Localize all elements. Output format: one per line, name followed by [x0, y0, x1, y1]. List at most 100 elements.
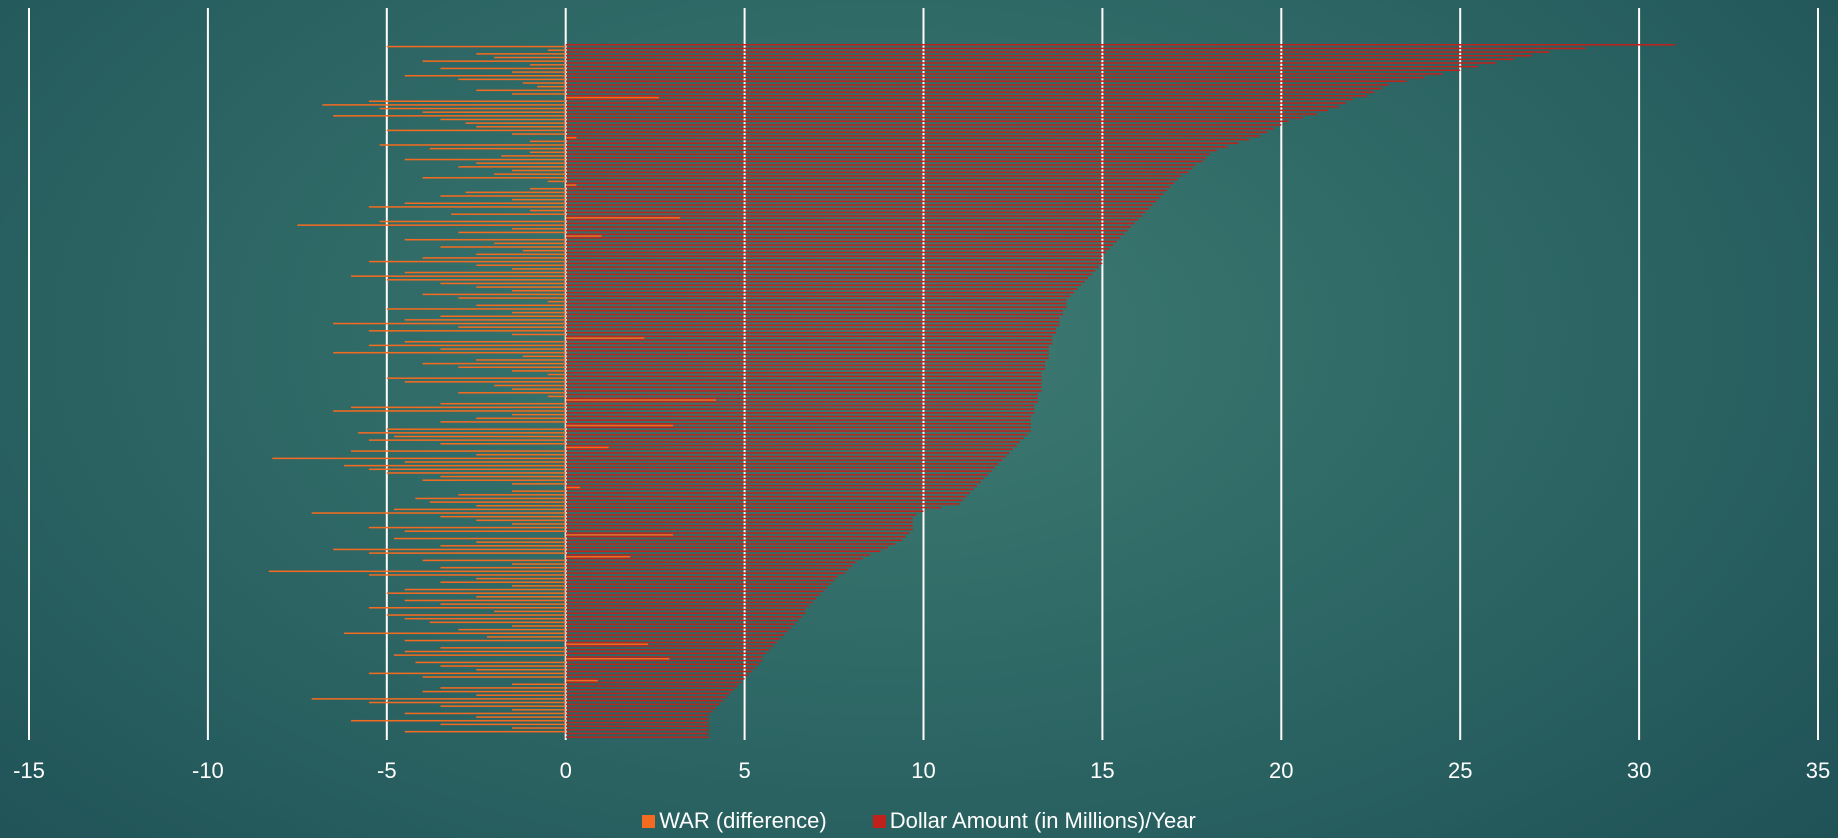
- bar-dollar-113: [565, 455, 1006, 458]
- bar-dollar-122: [565, 488, 974, 491]
- bar-war-4: [422, 60, 566, 62]
- bar-dollar-188: [565, 729, 709, 731]
- bar-dollar-29: [565, 149, 1217, 152]
- bar-war-134: [565, 534, 674, 536]
- bar-war-151: [476, 596, 566, 598]
- bar-dollar-23: [565, 127, 1275, 130]
- bar-dollar-42: [565, 197, 1160, 199]
- bar-war-61: [512, 268, 566, 270]
- bar-dollar-114: [565, 459, 1003, 461]
- bar-dollar-156: [565, 612, 806, 614]
- bar-war-10: [522, 82, 566, 84]
- bar-war-64: [386, 279, 566, 281]
- bar-war-125: [429, 501, 566, 503]
- bar-war-88: [458, 366, 566, 369]
- bar-dollar-179: [565, 696, 727, 698]
- bar-war-188: [404, 730, 566, 733]
- bar-dollar-165: [565, 645, 774, 647]
- bar-dollar-146: [565, 576, 838, 578]
- bar-dollar-89: [565, 368, 1046, 370]
- bar-dollar-112: [565, 452, 1010, 454]
- bar-dollar-87: [565, 361, 1046, 363]
- bar-war-77: [458, 326, 566, 328]
- bar-war-87: [422, 362, 566, 365]
- bar-dollar-47: [565, 215, 1142, 217]
- bar-dollar-100: [565, 408, 1035, 410]
- bar-war-138: [333, 548, 566, 551]
- bar-war-69: [458, 297, 566, 299]
- bar-dollar-91: [565, 375, 1042, 378]
- bar-war-91: [386, 377, 566, 379]
- bar-dollar-80: [565, 335, 1053, 338]
- bar-war-152: [404, 599, 566, 602]
- bar-dollar-90: [565, 371, 1042, 374]
- bar-dollar-20: [565, 116, 1303, 119]
- bar-war-41: [440, 195, 566, 197]
- bar-war-161: [343, 632, 566, 635]
- bar-war-119: [422, 479, 566, 481]
- bar-dollar-115: [565, 463, 999, 465]
- bar-dollar-7: [565, 69, 1461, 72]
- bar-dollar-149: [565, 586, 827, 589]
- bar-dollar-34: [565, 167, 1192, 170]
- bar-war-22: [476, 125, 566, 128]
- bar-war-73: [512, 311, 566, 314]
- bar-dollar-76: [565, 320, 1060, 323]
- x-tick-label-1: -10: [192, 758, 224, 783]
- bar-dollar-43: [565, 200, 1157, 203]
- bar-dollar-81: [565, 339, 1053, 341]
- bar-dollar-59: [565, 258, 1103, 261]
- bar-war-129: [440, 515, 566, 518]
- bar-war-147: [440, 581, 566, 584]
- bar-dollar-48: [565, 218, 1139, 221]
- x-tick-label-10: 35: [1806, 758, 1830, 783]
- bar-war-74: [440, 315, 566, 318]
- bar-dollar-160: [565, 627, 792, 629]
- bar-dollar-77: [565, 324, 1060, 327]
- bar-war-79: [512, 333, 566, 336]
- bar-war-126: [476, 504, 566, 507]
- bar-war-45: [529, 209, 566, 212]
- bar-dollar-159: [565, 623, 795, 625]
- bar-war-24: [512, 133, 566, 135]
- legend-swatch-dollar: [872, 814, 886, 828]
- legend: WAR (difference) Dollar Amount (in Milli…: [0, 808, 1838, 834]
- bar-war-98: [440, 402, 566, 405]
- bar-war-46: [451, 213, 566, 215]
- bar-war-128: [311, 512, 566, 514]
- bar-dollar-127: [565, 506, 942, 509]
- bar-dollar-72: [565, 306, 1067, 308]
- bar-dollar-88: [565, 364, 1046, 367]
- bar-dollar-61: [565, 266, 1099, 268]
- bar-war-85: [522, 355, 566, 358]
- bar-dollar-185: [565, 718, 709, 720]
- bar-dollar-174: [565, 678, 745, 680]
- bar-war-37: [547, 180, 566, 183]
- bar-war-109: [440, 443, 566, 445]
- bar-dollar-30: [565, 153, 1210, 155]
- bar-war-86: [476, 359, 566, 361]
- bar-war-131: [512, 523, 566, 525]
- x-tick-label-5: 10: [911, 758, 935, 783]
- bar-war-75: [404, 319, 566, 321]
- bar-dollar-140: [565, 554, 870, 556]
- bar-dollar-130: [565, 517, 913, 520]
- bar-war-72: [386, 308, 566, 310]
- bar-dollar-144: [565, 568, 849, 571]
- bar-dollar-86: [565, 357, 1049, 359]
- bar-dollar-134: [565, 532, 910, 534]
- bar-dollar-111: [565, 448, 1013, 451]
- bar-war-11: [537, 85, 566, 88]
- bar-dollar-120: [565, 481, 981, 483]
- bar-war-48: [379, 220, 566, 223]
- bar-war-92: [404, 381, 566, 383]
- bar-dollar-153: [565, 601, 813, 604]
- bar-war-164: [565, 643, 648, 645]
- bar-war-68: [422, 293, 566, 296]
- bar-dollar-44: [565, 204, 1153, 206]
- bar-war-39: [529, 187, 566, 190]
- bar-dollar-18: [565, 109, 1328, 112]
- bar-dollar-96: [565, 393, 1038, 396]
- bar-dollar-13: [565, 91, 1375, 93]
